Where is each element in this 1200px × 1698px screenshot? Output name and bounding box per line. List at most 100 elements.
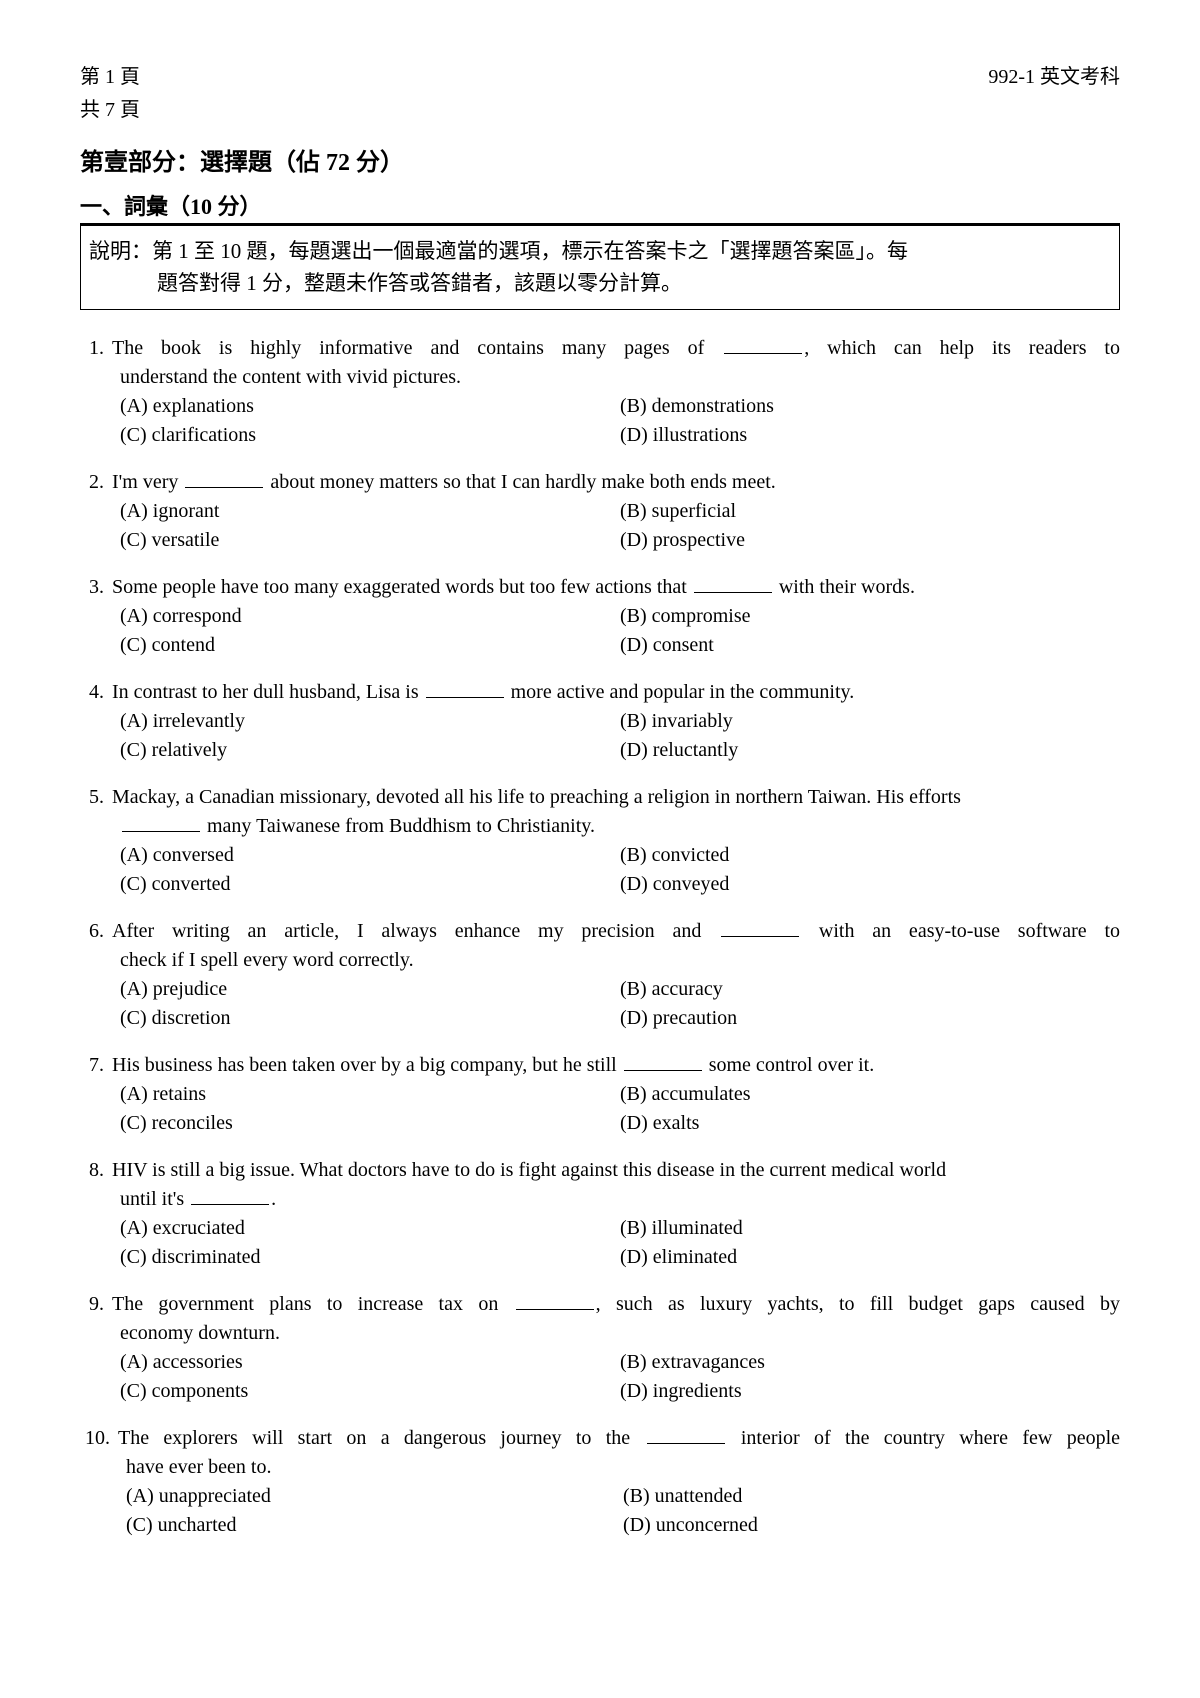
options: (A) unappreciated (B) unattended (C) unc… bbox=[80, 1482, 1120, 1540]
question-3: 3. Some people have too many exaggerated… bbox=[80, 573, 1120, 660]
option-b: (B) illuminated bbox=[620, 1214, 1120, 1243]
options: (A) accessories (B) extravagances (C) co… bbox=[80, 1348, 1120, 1406]
part-title: 第壹部分：選擇題（佔 72 分） bbox=[80, 142, 1120, 177]
question-number: 3. bbox=[80, 573, 112, 602]
question-8: 8. HIV is still a big issue. What doctor… bbox=[80, 1156, 1120, 1272]
instruction-line1: 說明：第 1 至 10 題，每題選出一個最適當的選項，標示在答案卡之「選擇題答案… bbox=[89, 239, 908, 263]
option-a: (A) retains bbox=[120, 1080, 620, 1109]
option-b: (B) demonstrations bbox=[620, 392, 1120, 421]
option-b: (B) unattended bbox=[623, 1482, 1120, 1511]
question-stem: In contrast to her dull husband, Lisa is… bbox=[112, 678, 1120, 707]
option-a: (A) explanations bbox=[120, 392, 620, 421]
question-9: 9. The government plans to increase tax … bbox=[80, 1290, 1120, 1406]
question-number: 8. bbox=[80, 1156, 112, 1185]
options: (A) retains (B) accumulates (C) reconcil… bbox=[80, 1080, 1120, 1138]
question-number: 2. bbox=[80, 468, 112, 497]
option-d: (D) precaution bbox=[620, 1004, 1120, 1033]
question-stem-line2: check if I spell every word correctly. bbox=[80, 946, 1120, 975]
question-stem-line2: understand the content with vivid pictur… bbox=[80, 363, 1120, 392]
option-d: (D) prospective bbox=[620, 526, 1120, 555]
total-pages: 共 7 頁 bbox=[80, 93, 1120, 122]
question-stem: After writing an article, I always enhan… bbox=[112, 917, 1120, 946]
question-number: 9. bbox=[80, 1290, 112, 1319]
option-a: (A) conversed bbox=[120, 841, 620, 870]
question-stem: Some people have too many exaggerated wo… bbox=[112, 573, 1120, 602]
question-number: 10. bbox=[80, 1424, 118, 1453]
page-header: 第 1 頁 992-1 英文考科 bbox=[80, 60, 1120, 89]
option-c: (C) uncharted bbox=[126, 1511, 623, 1540]
blank bbox=[191, 1185, 269, 1205]
option-a: (A) irrelevantly bbox=[120, 707, 620, 736]
question-stem-line2: economy downturn. bbox=[80, 1319, 1120, 1348]
option-c: (C) converted bbox=[120, 870, 620, 899]
option-a: (A) correspond bbox=[120, 602, 620, 631]
question-stem: The explorers will start on a dangerous … bbox=[118, 1424, 1120, 1453]
blank bbox=[624, 1051, 702, 1071]
question-stem-line2: many Taiwanese from Buddhism to Christia… bbox=[80, 812, 1120, 841]
blank bbox=[516, 1290, 594, 1310]
option-c: (C) versatile bbox=[120, 526, 620, 555]
option-d: (D) reluctantly bbox=[620, 736, 1120, 765]
options: (A) explanations (B) demonstrations (C) … bbox=[80, 392, 1120, 450]
instruction-line2: 題答對得 1 分，整題未作答或答錯者，該題以零分計算。 bbox=[89, 268, 1111, 300]
blank bbox=[724, 334, 802, 354]
question-7: 7. His business has been taken over by a… bbox=[80, 1051, 1120, 1138]
option-c: (C) discretion bbox=[120, 1004, 620, 1033]
section-title: 一、詞彙（10 分） bbox=[80, 189, 1120, 225]
question-10: 10. The explorers will start on a danger… bbox=[80, 1424, 1120, 1540]
question-stem: I'm very about money matters so that I c… bbox=[112, 468, 1120, 497]
question-stem-line2: have ever been to. bbox=[80, 1453, 1120, 1482]
question-stem: The book is highly informative and conta… bbox=[112, 334, 1120, 363]
option-b: (B) invariably bbox=[620, 707, 1120, 736]
option-b: (B) superficial bbox=[620, 497, 1120, 526]
option-d: (D) exalts bbox=[620, 1109, 1120, 1138]
question-number: 4. bbox=[80, 678, 112, 707]
blank bbox=[721, 917, 799, 937]
option-a: (A) unappreciated bbox=[126, 1482, 623, 1511]
question-5: 5. Mackay, a Canadian missionary, devote… bbox=[80, 783, 1120, 899]
option-d: (D) consent bbox=[620, 631, 1120, 660]
option-d: (D) eliminated bbox=[620, 1243, 1120, 1272]
option-c: (C) components bbox=[120, 1377, 620, 1406]
question-stem-line2: until it's . bbox=[80, 1185, 1120, 1214]
question-1: 1. The book is highly informative and co… bbox=[80, 334, 1120, 450]
option-a: (A) excruciated bbox=[120, 1214, 620, 1243]
option-c: (C) contend bbox=[120, 631, 620, 660]
option-a: (A) accessories bbox=[120, 1348, 620, 1377]
blank bbox=[122, 812, 200, 832]
options: (A) ignorant (B) superficial (C) versati… bbox=[80, 497, 1120, 555]
question-stem: The government plans to increase tax on … bbox=[112, 1290, 1120, 1319]
option-d: (D) ingredients bbox=[620, 1377, 1120, 1406]
question-number: 1. bbox=[80, 334, 112, 363]
option-d: (D) illustrations bbox=[620, 421, 1120, 450]
option-b: (B) compromise bbox=[620, 602, 1120, 631]
option-b: (B) accuracy bbox=[620, 975, 1120, 1004]
option-b: (B) extravagances bbox=[620, 1348, 1120, 1377]
question-stem: Mackay, a Canadian missionary, devoted a… bbox=[112, 783, 1120, 812]
instruction-box: 說明：第 1 至 10 題，每題選出一個最適當的選項，標示在答案卡之「選擇題答案… bbox=[80, 225, 1120, 310]
exam-subject: 992-1 英文考科 bbox=[988, 60, 1120, 89]
option-a: (A) prejudice bbox=[120, 975, 620, 1004]
options: (A) correspond (B) compromise (C) conten… bbox=[80, 602, 1120, 660]
blank bbox=[426, 678, 504, 698]
options: (A) irrelevantly (B) invariably (C) rela… bbox=[80, 707, 1120, 765]
page-number: 第 1 頁 bbox=[80, 60, 140, 89]
question-4: 4. In contrast to her dull husband, Lisa… bbox=[80, 678, 1120, 765]
option-b: (B) convicted bbox=[620, 841, 1120, 870]
option-a: (A) ignorant bbox=[120, 497, 620, 526]
option-c: (C) clarifications bbox=[120, 421, 620, 450]
options: (A) excruciated (B) illuminated (C) disc… bbox=[80, 1214, 1120, 1272]
question-number: 6. bbox=[80, 917, 112, 946]
option-c: (C) relatively bbox=[120, 736, 620, 765]
question-number: 5. bbox=[80, 783, 112, 812]
blank bbox=[185, 468, 263, 488]
question-2: 2. I'm very about money matters so that … bbox=[80, 468, 1120, 555]
option-d: (D) unconcerned bbox=[623, 1511, 1120, 1540]
question-6: 6. After writing an article, I always en… bbox=[80, 917, 1120, 1033]
options: (A) conversed (B) convicted (C) converte… bbox=[80, 841, 1120, 899]
option-c: (C) discriminated bbox=[120, 1243, 620, 1272]
blank bbox=[694, 573, 772, 593]
options: (A) prejudice (B) accuracy (C) discretio… bbox=[80, 975, 1120, 1033]
option-d: (D) conveyed bbox=[620, 870, 1120, 899]
blank bbox=[647, 1424, 725, 1444]
